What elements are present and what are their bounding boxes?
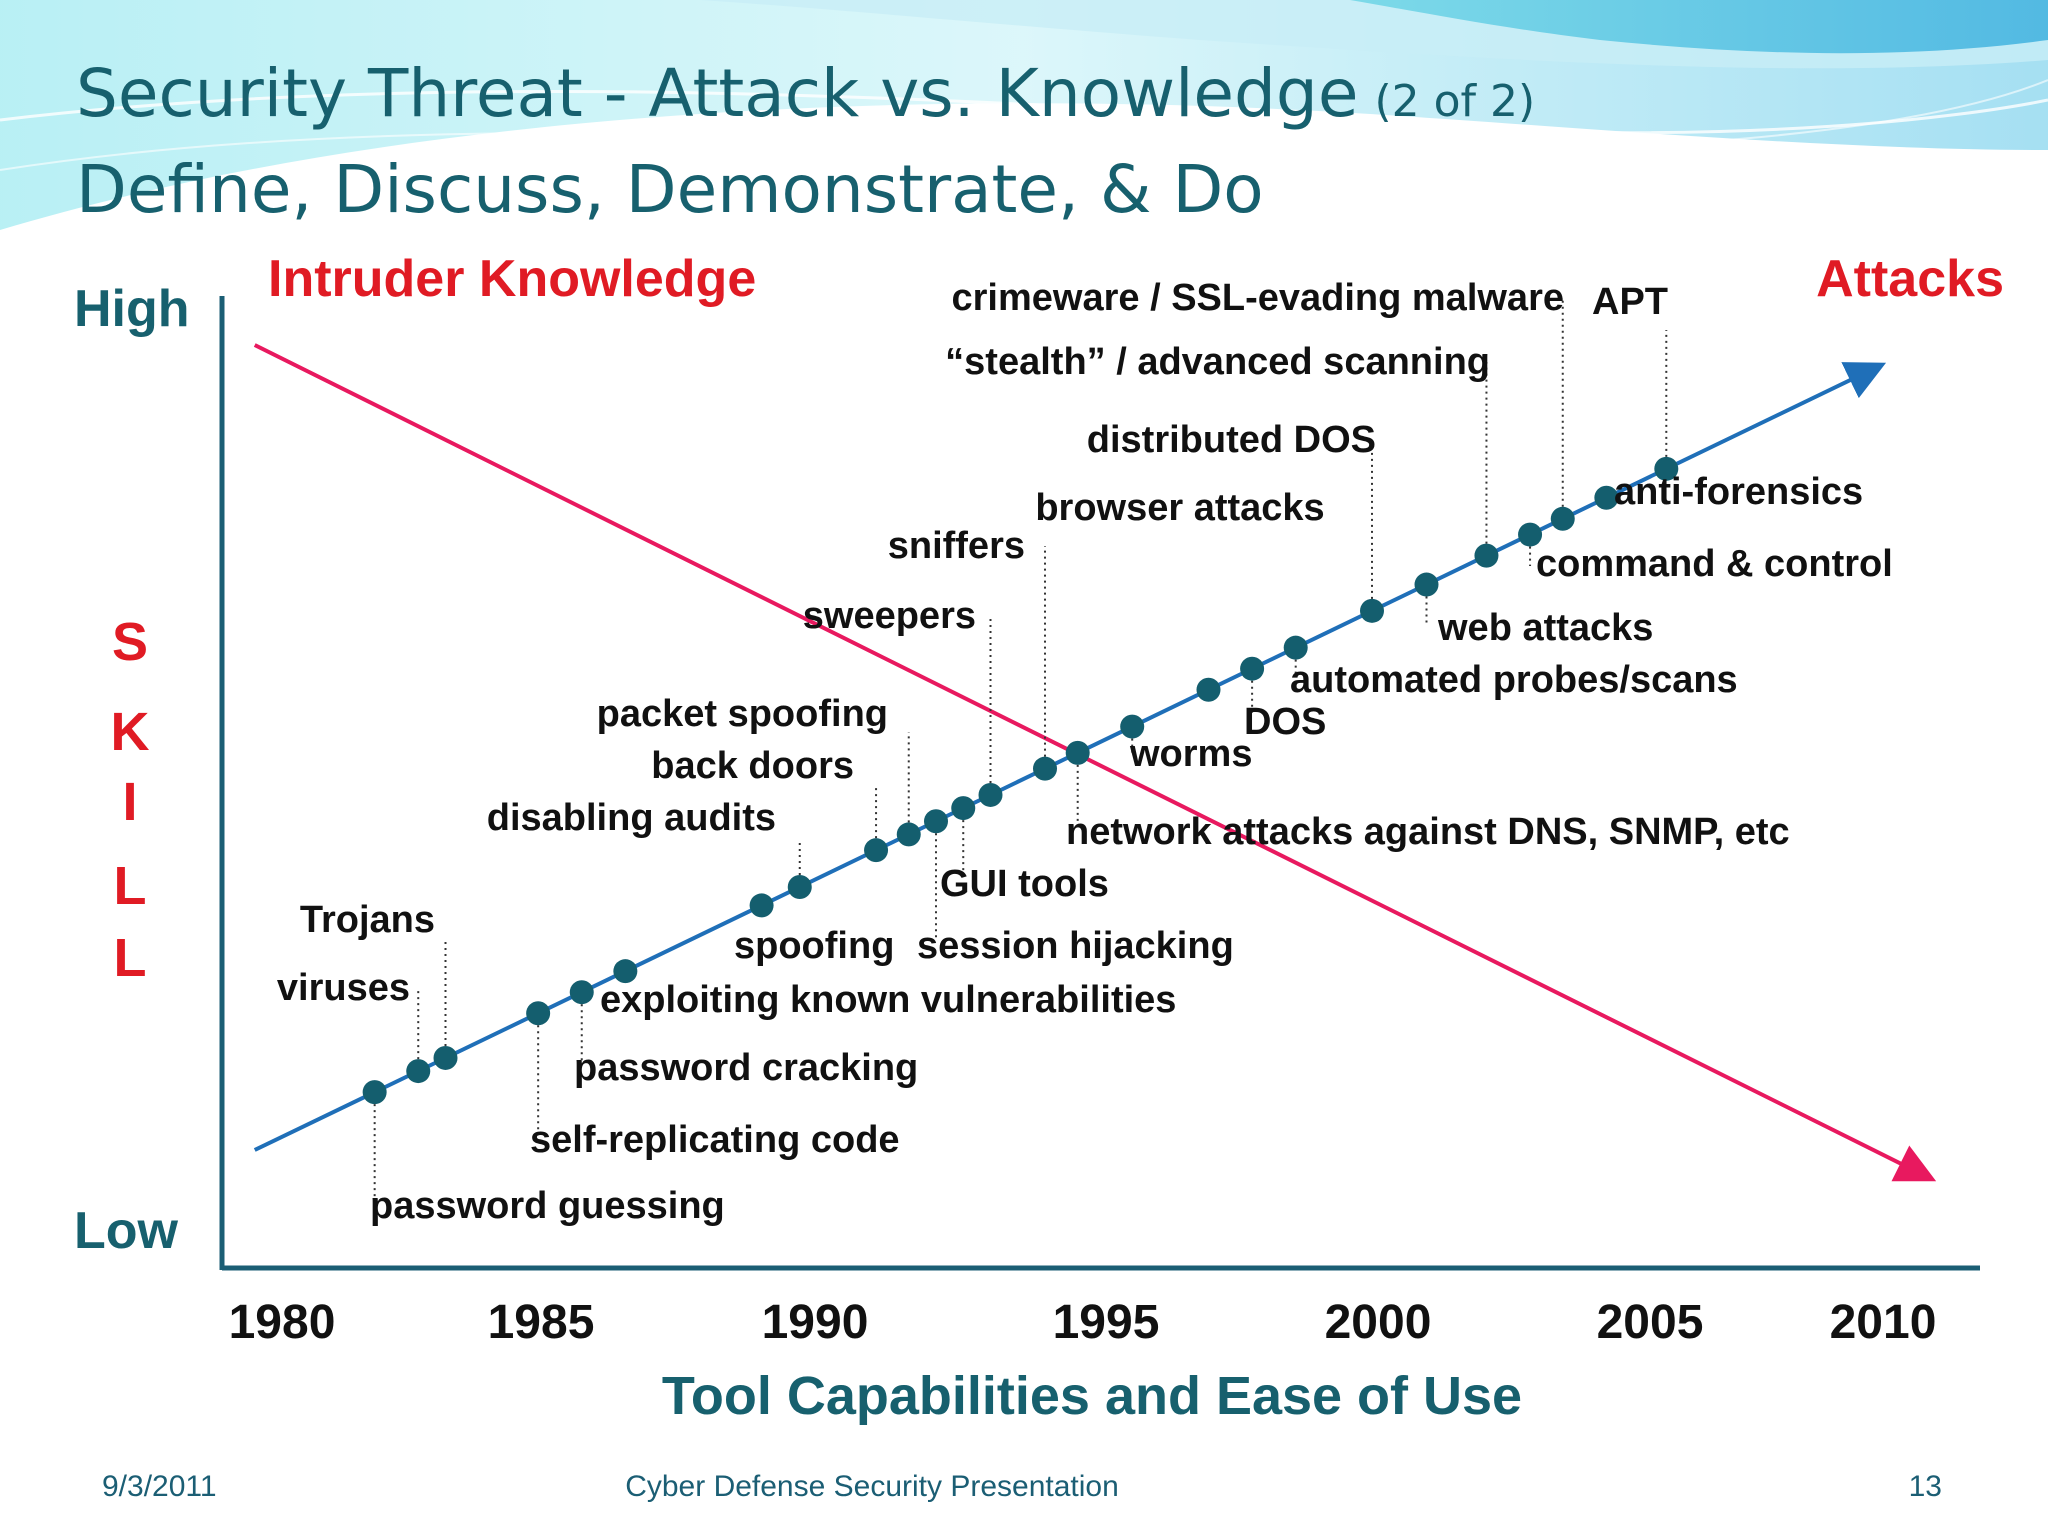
- attack-label: worms: [1129, 733, 1252, 775]
- attack-point: [1196, 677, 1221, 702]
- attack-label: session hijacking: [917, 925, 1234, 967]
- attack-point: [1474, 543, 1499, 568]
- attack-label: viruses: [277, 967, 410, 1009]
- x-tick-label: 1995: [1053, 1296, 1160, 1349]
- x-axis-title: Tool Capabilities and Ease of Use: [662, 1366, 1522, 1426]
- knowledge-series-label: Intruder Knowledge: [268, 250, 756, 308]
- attack-label: password cracking: [574, 1047, 918, 1089]
- attack-point: [1283, 635, 1308, 660]
- attack-point: [924, 809, 948, 834]
- attack-label: browser attacks: [1035, 487, 1324, 529]
- attack-point: [1120, 714, 1145, 739]
- attack-label: spoofing: [734, 925, 894, 967]
- attack-point: [362, 1080, 387, 1105]
- attacks-series-label: Attacks: [1816, 250, 2004, 308]
- attack-point: [1654, 456, 1679, 481]
- attack-point: [1594, 485, 1619, 510]
- x-tick-label: 2010: [1830, 1296, 1937, 1349]
- attack-label: Trojans: [300, 899, 435, 941]
- attack-label: packet spoofing: [597, 693, 888, 735]
- skill-letter: L: [114, 928, 147, 988]
- attack-point: [433, 1045, 458, 1070]
- attack-point: [613, 959, 638, 984]
- attack-label: disabling audits: [487, 797, 776, 839]
- attack-label: self-replicating code: [530, 1119, 900, 1161]
- x-tick-labels: 1980 1985 1990 1995 2000 2005 2010: [229, 1296, 1937, 1349]
- skill-letter: L: [114, 856, 147, 916]
- attack-label: “stealth” / advanced scanning: [945, 341, 1490, 383]
- attack-label: password guessing: [370, 1185, 725, 1227]
- x-tick-label: 1980: [229, 1296, 336, 1349]
- attack-point: [1518, 522, 1543, 547]
- attack-label: back doors: [651, 745, 854, 787]
- attack-label: GUI tools: [940, 863, 1109, 905]
- attack-label: sweepers: [803, 595, 976, 637]
- leader-lines: [373, 300, 1668, 1200]
- attack-point: [1065, 740, 1090, 765]
- attack-point: [951, 796, 976, 821]
- attack-label: automated probes/scans: [1290, 659, 1738, 701]
- attack-label: APT: [1592, 281, 1668, 323]
- knowledge-trend-line: [253, 343, 1937, 1182]
- x-tick-label: 2005: [1597, 1296, 1704, 1349]
- x-tick-label: 1985: [488, 1296, 595, 1349]
- attack-point: [864, 838, 889, 863]
- attack-label: network attacks against DNS, SNMP, etc: [1066, 811, 1790, 853]
- attack-point: [978, 782, 1003, 807]
- skill-letter: K: [111, 702, 150, 762]
- attack-point: [1550, 506, 1575, 531]
- attack-point: [569, 980, 594, 1005]
- attack-point: [1240, 656, 1265, 681]
- slide-subtitle: Define, Discuss, Demonstrate, & Do: [76, 151, 1264, 228]
- header-waves: [0, 0, 2048, 230]
- attack-point: [1360, 598, 1384, 623]
- attack-label: exploiting known vulnerabilities: [600, 979, 1176, 1021]
- footer-date: 9/3/2011: [102, 1470, 217, 1503]
- x-tick-label: 2000: [1325, 1296, 1432, 1349]
- y-low-label: Low: [74, 1202, 179, 1260]
- x-tick-label: 1990: [762, 1296, 869, 1349]
- attack-point: [896, 822, 921, 847]
- attack-points: [362, 456, 1679, 1105]
- attack-label: sniffers: [888, 525, 1025, 567]
- title-main: Security Threat - Attack vs. Knowledge: [76, 55, 1358, 132]
- attack-point: [1414, 572, 1439, 597]
- attack-point: [526, 1001, 551, 1026]
- title-suffix: (2 of 2): [1374, 76, 1535, 127]
- attack-label: crimeware / SSL-evading malware: [952, 277, 1565, 319]
- attack-labels: password guessing viruses Trojans self-repl…: [277, 277, 1893, 1227]
- attack-label: command & control: [1536, 543, 1893, 585]
- skill-letter: S: [112, 612, 148, 672]
- attack-point: [406, 1059, 431, 1084]
- footer-center: Cyber Defense Security Presentation: [625, 1470, 1119, 1503]
- attack-point: [749, 893, 774, 918]
- footer-page: 13: [1909, 1470, 1942, 1503]
- y-high-label: High: [74, 280, 190, 338]
- slide-title: Security Threat - Attack vs. Knowledge (2…: [76, 55, 1535, 132]
- attack-label: web attacks: [1437, 607, 1653, 649]
- attack-point: [787, 875, 812, 899]
- attack-label: DOS: [1244, 701, 1326, 743]
- attack-point: [1033, 756, 1057, 781]
- skill-letter: I: [122, 772, 137, 832]
- attack-label: distributed DOS: [1087, 419, 1376, 461]
- attack-label: anti-forensics: [1614, 471, 1863, 513]
